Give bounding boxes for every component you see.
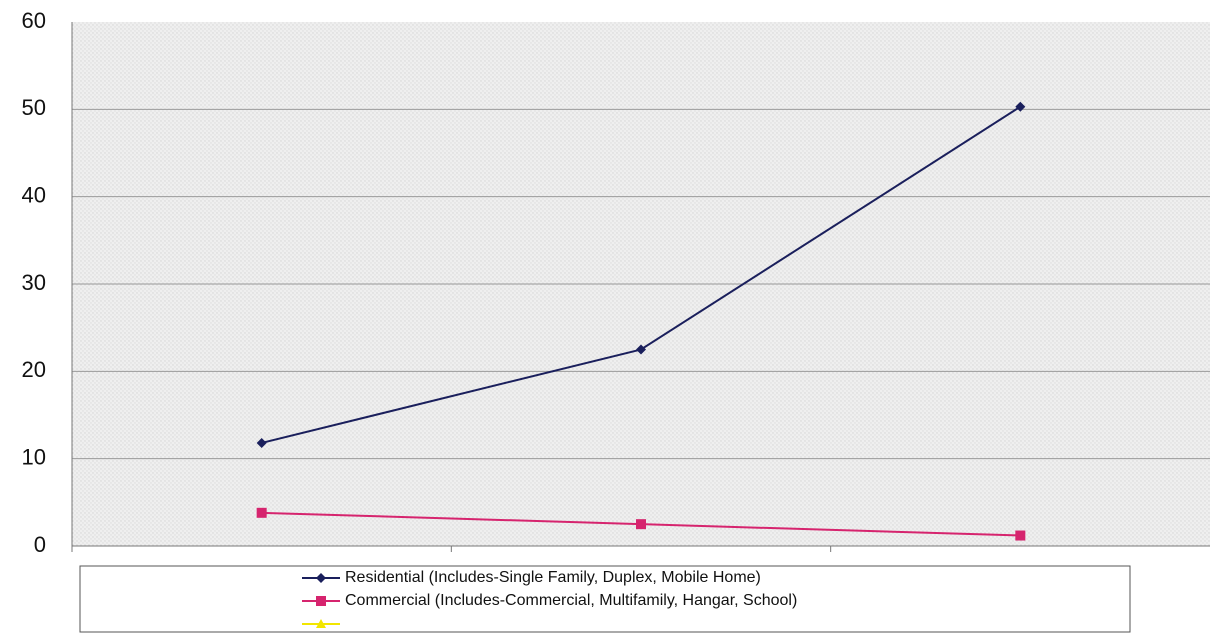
y-tick-label: 60 (22, 8, 46, 33)
point (316, 573, 326, 583)
legend-label: Residential (Includes-Single Family, Dup… (345, 569, 761, 586)
point (1015, 530, 1026, 541)
y-tick-label: 0 (34, 532, 46, 557)
y-tick-label: 10 (22, 444, 46, 469)
point (316, 596, 326, 606)
y-tick-label: 30 (22, 270, 46, 295)
legend-label: Commercial (Includes-Commercial, Multifa… (345, 592, 797, 609)
y-tick-label: 40 (22, 182, 46, 207)
point (1015, 101, 1026, 112)
y-tick-label: 20 (22, 357, 46, 382)
point (316, 619, 326, 628)
point (256, 507, 267, 518)
point (256, 437, 267, 448)
legend-box (79, 565, 1131, 633)
point (636, 519, 646, 530)
point (636, 344, 646, 355)
y-tick-label: 50 (22, 95, 46, 120)
